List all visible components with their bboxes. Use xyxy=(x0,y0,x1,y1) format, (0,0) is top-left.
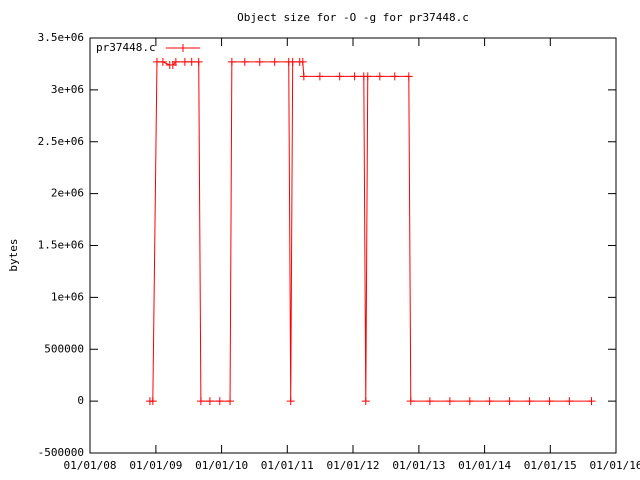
x-tick-label: 01/01/13 xyxy=(392,459,445,472)
y-tick-label: 3e+06 xyxy=(51,83,84,96)
x-tick-label: 01/01/16 xyxy=(590,459,640,472)
data-point xyxy=(227,57,236,66)
data-point xyxy=(445,397,454,406)
x-tick-label: 01/01/11 xyxy=(261,459,314,472)
data-point xyxy=(270,57,279,66)
data-point xyxy=(194,57,203,66)
x-tick-label: 01/01/08 xyxy=(64,459,117,472)
data-point xyxy=(315,72,324,81)
y-axis-label: bytes xyxy=(7,238,20,271)
plot-border xyxy=(89,37,617,454)
data-point xyxy=(180,57,189,66)
x-tick-label: 01/01/14 xyxy=(458,459,511,472)
x-tick-label: 01/01/12 xyxy=(327,459,380,472)
x-tick-label: 01/01/15 xyxy=(524,459,577,472)
data-point xyxy=(158,57,167,66)
data-point xyxy=(299,72,308,81)
y-tick-label: 0 xyxy=(77,394,84,407)
data-point xyxy=(505,397,514,406)
y-tick-label: 2e+06 xyxy=(51,187,84,200)
data-point xyxy=(404,72,413,81)
data-point xyxy=(215,397,224,406)
y-tick-label: 1.5e+06 xyxy=(38,239,84,252)
data-point xyxy=(196,397,205,406)
data-point xyxy=(240,57,249,66)
legend-marker xyxy=(179,44,187,52)
data-point xyxy=(525,397,534,406)
data-point xyxy=(390,72,399,81)
y-tick-label: 500000 xyxy=(44,342,84,355)
data-point xyxy=(298,57,307,66)
y-tick-label: 1e+06 xyxy=(51,290,84,303)
data-point xyxy=(565,397,574,406)
data-point xyxy=(375,72,384,81)
data-point xyxy=(255,57,264,66)
y-tick-label: -500000 xyxy=(38,446,84,459)
data-point xyxy=(425,397,434,406)
data-point xyxy=(350,72,359,81)
data-point xyxy=(361,397,370,406)
data-point xyxy=(465,397,474,406)
data-point xyxy=(587,397,596,406)
data-point xyxy=(226,397,235,406)
y-tick-label: 2.5e+06 xyxy=(38,135,84,148)
data-point xyxy=(406,397,415,406)
legend-label: pr37448.c xyxy=(96,41,156,54)
chart-title: Object size for -O -g for pr37448.c xyxy=(237,11,469,24)
y-tick-label: 3.5e+06 xyxy=(38,31,84,44)
x-tick-label: 01/01/10 xyxy=(195,459,248,472)
data-point xyxy=(485,397,494,406)
data-point xyxy=(363,72,372,81)
x-tick-label: 01/01/09 xyxy=(129,459,182,472)
data-line xyxy=(149,61,592,402)
data-point xyxy=(205,397,214,406)
data-point xyxy=(171,57,180,66)
data-point xyxy=(286,397,295,406)
data-point xyxy=(288,57,297,66)
data-point xyxy=(187,57,196,66)
data-point xyxy=(148,397,157,406)
data-point xyxy=(335,72,344,81)
data-point xyxy=(545,397,554,406)
